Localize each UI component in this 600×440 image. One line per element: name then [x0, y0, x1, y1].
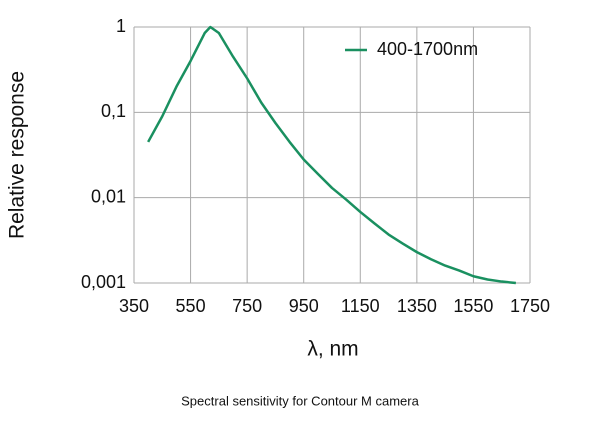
x-axis-title: λ, nm [307, 338, 358, 361]
y-tick-label: 0,01 [91, 186, 126, 206]
x-tick-label: 550 [176, 296, 206, 316]
y-tick-label: 0,001 [81, 272, 126, 292]
x-tick-label: 750 [232, 296, 262, 316]
data-line [147, 25, 516, 285]
y-tick-label: 0,1 [101, 101, 126, 121]
caption: Spectral sensitivity for Contour M camer… [181, 393, 419, 408]
y-tick-label: 1 [116, 16, 126, 36]
legend-label: 400-1700nm [377, 39, 478, 59]
x-tick-label: 1150 [341, 296, 380, 316]
y-axis-title: Relative response [6, 71, 29, 239]
x-tick-label: 950 [289, 296, 319, 316]
x-tick-label: 1750 [510, 296, 550, 316]
x-tick-label: 1350 [397, 296, 437, 316]
x-tick-label: 1550 [453, 296, 493, 316]
plot-area [134, 27, 530, 283]
x-tick-label: 350 [119, 296, 149, 316]
